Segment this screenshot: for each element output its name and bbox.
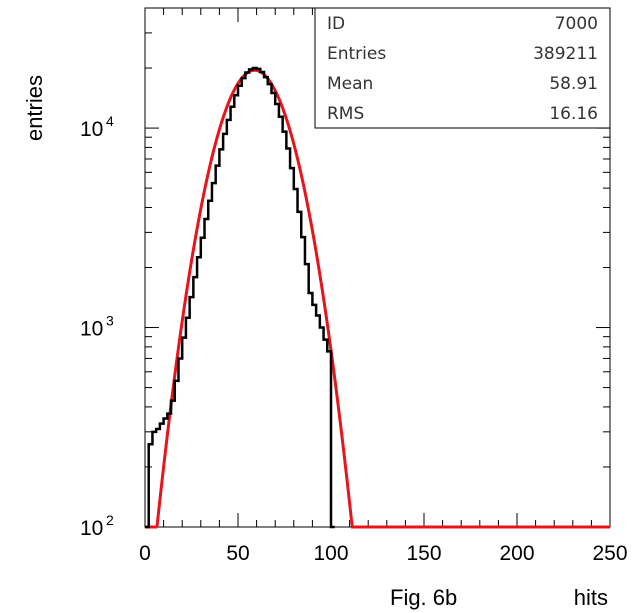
stats-value: 58.91	[549, 74, 598, 94]
y-tick-exponent: 3	[106, 313, 114, 329]
stats-label: RMS	[327, 104, 364, 124]
stats-label: Mean	[327, 74, 373, 94]
y-tick-label: 10	[80, 318, 103, 341]
y-tick-label: 10	[80, 517, 103, 540]
y-tick-exponent: 4	[106, 113, 114, 129]
x-axis-title: hits	[574, 585, 608, 610]
stats-label: Entries	[327, 44, 386, 64]
x-tick-label: 150	[406, 542, 441, 565]
stats-value: 16.16	[549, 104, 598, 124]
y-axis-title: entries	[22, 75, 47, 141]
x-tick-label: 200	[499, 542, 534, 565]
stats-box	[314, 7, 611, 129]
stats-label: ID	[327, 14, 345, 34]
x-tick-label: 0	[139, 542, 151, 565]
histogram-steps	[145, 66, 335, 529]
x-tick-label: 250	[592, 542, 627, 565]
x-tick-label: 100	[313, 542, 348, 565]
y-tick-exponent: 2	[106, 512, 114, 528]
fit-curve	[145, 68, 610, 529]
figure-caption: Fig. 6b	[390, 585, 457, 610]
stats-value: 7000	[555, 14, 598, 34]
x-tick-label: 50	[226, 542, 249, 565]
y-tick-label: 10	[80, 118, 103, 141]
stats-value: 389211	[533, 44, 598, 64]
